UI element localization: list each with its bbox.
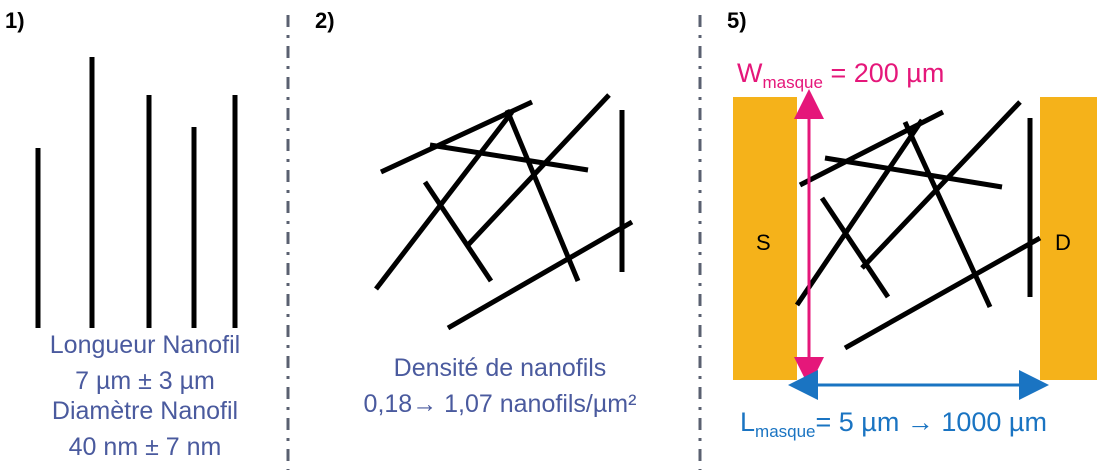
nanowire — [446, 219, 634, 331]
panel-1-number: 1) — [5, 8, 25, 33]
width-subscript: masque — [762, 73, 823, 92]
nanowire — [374, 110, 514, 291]
nanowire-length-label: Longueur Nanofil — [49, 331, 241, 359]
density-label: Densité de nanofils — [393, 354, 607, 382]
panel-2-nanowire-network — [374, 93, 634, 331]
nanowire-diameter-label: Diamètre Nanofil — [51, 397, 239, 425]
nanowire-diameter-value: 40 nm ± 7 nm — [68, 433, 222, 461]
nanowire — [422, 180, 494, 283]
panel-2-number: 2) — [315, 8, 335, 33]
panel-1-caption: Longueur Nanofil 7 µm ± 3 µm Diamètre Na… — [0, 330, 290, 462]
nanowire — [504, 109, 581, 282]
drain-electrode — [1040, 97, 1097, 380]
density-value: 0,18→ 1,07 nanofils/µm² — [363, 390, 637, 418]
nanowire — [794, 118, 925, 307]
panel-1-nanowires — [35, 57, 238, 328]
length-symbol: L — [740, 407, 756, 437]
nanowire — [819, 196, 891, 299]
nanowire — [824, 155, 1003, 190]
nanowire — [843, 235, 1042, 351]
nanowire — [429, 142, 589, 173]
nanowire — [860, 100, 1022, 270]
length-value: = 5 µm → 1000 µm — [815, 407, 1047, 437]
nanowire-length-value: 7 µm ± 3 µm — [75, 367, 215, 395]
panel-2-caption: Densité de nanofils 0,18→ 1,07 nanofils/… — [300, 350, 700, 422]
length-label: Lmasque= 5 µm → 1000 µm — [740, 407, 1047, 442]
width-label: Wmasque = 200 µm — [737, 58, 944, 93]
panel-5-nanowire-network — [794, 100, 1042, 351]
source-electrode — [733, 97, 797, 380]
width-value: = 200 µm — [822, 58, 945, 88]
drain-label: D — [1055, 230, 1071, 255]
length-subscript: masque — [755, 422, 816, 441]
source-label: S — [756, 230, 771, 255]
nanowire — [466, 93, 611, 247]
panel-5-number: 5) — [727, 8, 747, 33]
width-symbol: W — [737, 58, 763, 88]
